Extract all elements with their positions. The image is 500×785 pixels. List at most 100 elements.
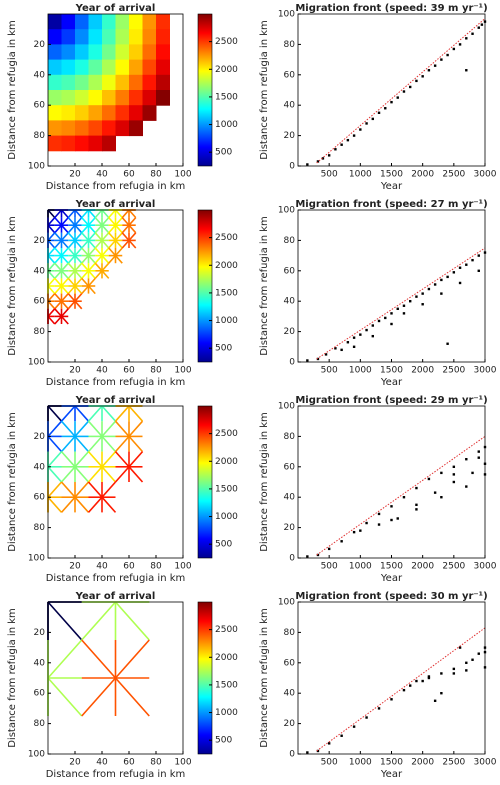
- lattice-ray: [114, 217, 123, 226]
- lattice-ray: [74, 451, 90, 468]
- point: [477, 456, 480, 459]
- point: [452, 465, 456, 468]
- lattice-ray: [81, 677, 117, 717]
- heat-cell: [142, 59, 157, 76]
- heat-cell: [61, 90, 76, 106]
- point: [402, 90, 406, 93]
- lattice-ray: [108, 255, 117, 264]
- x-tick-label: 100: [174, 758, 191, 768]
- point: [321, 157, 325, 160]
- heat-cell: [129, 14, 143, 30]
- colorbar-tick-label: 2500: [215, 625, 238, 635]
- lattice-ray: [128, 232, 137, 241]
- x-tick-label: 2500: [442, 562, 465, 572]
- y-axis-label: Distance from refugia in km: [259, 412, 270, 552]
- lattice-ray: [67, 247, 76, 257]
- lattice-ray: [74, 209, 83, 219]
- y-tick-label: 80: [284, 432, 296, 442]
- lattice-ray: [54, 308, 63, 317]
- lattice-node: [94, 232, 110, 249]
- point: [465, 669, 468, 672]
- heat-cell: [88, 120, 103, 137]
- point: [316, 553, 320, 557]
- point: [433, 491, 437, 494]
- heat-cell: [115, 14, 130, 30]
- point: [384, 107, 387, 110]
- point: [359, 128, 362, 131]
- lattice-ray: [67, 224, 76, 234]
- lattice-ray: [54, 293, 63, 302]
- point: [377, 512, 381, 516]
- point: [477, 652, 480, 655]
- point: [477, 450, 480, 453]
- x-tick-label: 40: [96, 758, 108, 768]
- colorbar-tick-label: 1500: [215, 288, 238, 298]
- point: [465, 37, 468, 40]
- y-tick-label: 20: [284, 327, 296, 337]
- lattice-ray: [60, 496, 76, 513]
- heat-cell: [48, 90, 62, 106]
- x-tick-label: 3000: [474, 170, 497, 180]
- lattice-ray: [54, 285, 63, 295]
- colorbar-tick-label: 500: [215, 148, 232, 158]
- point: [415, 79, 418, 83]
- y-tick-label: 80: [284, 236, 296, 246]
- heat-cell: [156, 74, 170, 91]
- heat-cell: [129, 90, 143, 106]
- lattice-ray: [67, 255, 76, 264]
- colorbar-tick-label: 1000: [215, 708, 238, 718]
- heat-cell: [88, 29, 103, 45]
- colorbar: [197, 209, 213, 363]
- axes-frame: [47, 601, 184, 755]
- lattice-ray: [114, 255, 123, 264]
- point: [359, 529, 362, 532]
- point: [365, 122, 368, 125]
- y-tick-label: 20: [34, 432, 46, 442]
- lattice-ray: [121, 209, 130, 219]
- point: [471, 32, 474, 35]
- lattice-node: [87, 481, 117, 513]
- point: [402, 304, 406, 307]
- heat-cell: [75, 29, 89, 45]
- y-tick-label: 100: [28, 554, 45, 564]
- point: [465, 69, 468, 72]
- lattice-node: [60, 405, 90, 422]
- point: [465, 458, 468, 461]
- point: [465, 263, 468, 266]
- heat-cell: [75, 135, 89, 152]
- point: [440, 278, 443, 282]
- lattice-node: [47, 277, 56, 295]
- lattice-node: [60, 481, 90, 513]
- lattice-ray: [67, 300, 76, 310]
- heat-cell: [61, 74, 76, 91]
- lattice-ray: [74, 420, 90, 437]
- point: [352, 530, 356, 534]
- x-tick-label: 60: [123, 170, 135, 180]
- lattice-ray: [87, 217, 96, 226]
- heat-cell: [88, 14, 103, 30]
- x-axis-label: Distance from refugia in km: [46, 573, 186, 584]
- lattice-node: [114, 420, 144, 453]
- lattice-ray: [114, 451, 130, 468]
- lattice-ray: [81, 232, 90, 241]
- point: [327, 547, 331, 551]
- colorbar-tick-label: 2500: [215, 37, 238, 47]
- x-tick-label: 60: [123, 562, 135, 572]
- lattice-ray: [74, 496, 90, 513]
- lattice-ray: [47, 677, 83, 717]
- axes-frame: [47, 209, 184, 363]
- point: [396, 96, 399, 99]
- colorbar-tick-label: 2000: [215, 65, 238, 75]
- point: [440, 692, 443, 695]
- lattice-ray: [87, 247, 96, 257]
- lattice-ray: [60, 224, 69, 234]
- lattice-ray: [101, 435, 117, 453]
- fit-line: [316, 247, 486, 360]
- point: [371, 117, 374, 121]
- y-tick-label: 20: [284, 523, 296, 533]
- y-axis-label: Distance from refugia in km: [259, 216, 270, 356]
- heat-cell: [48, 44, 62, 61]
- fit-line: [316, 18, 486, 164]
- y-tick-label: 40: [34, 266, 46, 276]
- lattice-ray: [74, 224, 83, 234]
